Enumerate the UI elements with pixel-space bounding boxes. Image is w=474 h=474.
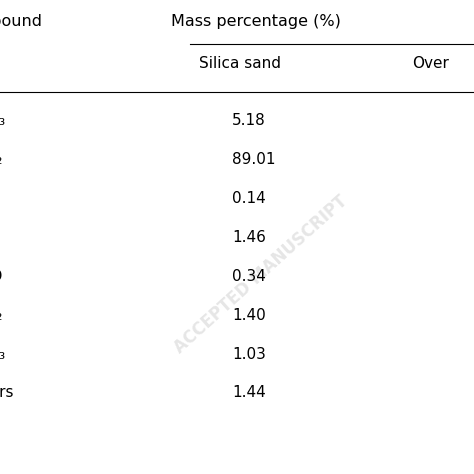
Text: ₂O₃: ₂O₃ — [0, 113, 5, 128]
Text: 1.44: 1.44 — [232, 385, 266, 401]
Text: iO₂: iO₂ — [0, 152, 3, 167]
Text: Silica sand: Silica sand — [199, 56, 281, 72]
Text: 1.40: 1.40 — [232, 308, 266, 323]
Text: 0.34: 0.34 — [232, 269, 266, 284]
Text: iO₂: iO₂ — [0, 308, 3, 323]
Text: 1.03: 1.03 — [232, 346, 266, 362]
Text: Mass percentage (%): Mass percentage (%) — [171, 14, 341, 29]
Text: ACCEPTED MANUSCRIPT: ACCEPTED MANUSCRIPT — [171, 192, 351, 357]
Text: ₂O₃: ₂O₃ — [0, 346, 5, 362]
Text: aO: aO — [0, 269, 2, 284]
Text: 1.46: 1.46 — [232, 230, 266, 245]
Text: 89.01: 89.01 — [232, 152, 276, 167]
Text: 5.18: 5.18 — [232, 113, 266, 128]
Text: npound: npound — [0, 14, 42, 29]
Text: Over: Over — [412, 56, 449, 72]
Text: hers: hers — [0, 385, 15, 401]
Text: 0.14: 0.14 — [232, 191, 266, 206]
